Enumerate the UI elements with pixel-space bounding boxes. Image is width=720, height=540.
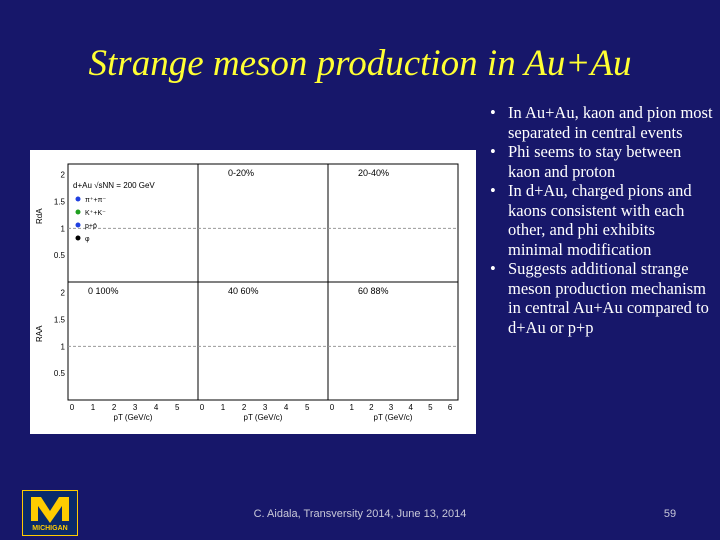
x-tick-label: 4	[408, 403, 413, 412]
panel-label: 40 60%	[228, 286, 259, 296]
x-tick-label: 1	[349, 403, 354, 412]
y-tick-label: 0.5	[54, 369, 66, 378]
x-tick-label: 0	[70, 403, 75, 412]
x-tick-label: 2	[242, 403, 247, 412]
x-tick-label: 1	[221, 403, 226, 412]
panel-label: 20-40%	[358, 168, 389, 178]
legend-entry: K⁺+K⁻	[85, 210, 106, 217]
y-axis-label: RdA	[35, 208, 44, 224]
x-tick-label: 4	[284, 403, 289, 412]
figure: 0.5 1 1.5 2 0-20% 20-40% 0 100% 0.5 1 1.5 2 0 1 2 3 4 5 p…	[30, 150, 476, 434]
y-tick-label: 0.5	[54, 251, 66, 260]
x-tick-label: 2	[369, 403, 374, 412]
x-tick-label: 4	[154, 403, 159, 412]
x-tick-label: 3	[263, 403, 268, 412]
panel-frame	[327, 281, 459, 401]
legend-title: d+Au √sNN = 200 GeV	[73, 181, 155, 190]
footer: C. Aidala, Transversity 2014, June 13, 2…	[253, 508, 467, 520]
x-tick-label: 1	[91, 403, 96, 412]
legend-marker	[75, 209, 81, 215]
page-number: 59	[663, 508, 677, 520]
panel-label: 0 100%	[88, 286, 119, 296]
y-tick-label: 2	[61, 289, 66, 298]
x-tick-label: 5	[428, 403, 433, 412]
panel-label: 0-20%	[228, 168, 254, 178]
y-tick-label: 1.5	[54, 316, 66, 325]
x-tick-label: 3	[133, 403, 138, 412]
y-tick-label: 1	[61, 224, 66, 233]
x-tick-label: 5	[305, 403, 310, 412]
y-tick-label: 2	[61, 171, 66, 180]
y-axis-label: RAA	[35, 325, 44, 342]
x-tick-label: 0	[330, 403, 335, 412]
bullet: Phi seems to stay between kaon and proto…	[488, 142, 713, 181]
x-tick-label: 2	[112, 403, 117, 412]
x-axis-label: pT (GeV/c)	[114, 413, 153, 422]
figure-background	[30, 150, 476, 434]
legend-marker	[75, 222, 81, 228]
legend-marker	[75, 196, 81, 202]
y-tick-label: 1.5	[54, 198, 66, 207]
logo-text: MICHIGAN	[32, 525, 67, 532]
legend-entry: p+p̄	[85, 223, 97, 230]
x-tick-label: 0	[200, 403, 205, 412]
bullet: Suggests additional strange meson produc…	[488, 259, 713, 337]
legend-entry: φ	[85, 236, 90, 243]
x-tick-label: 3	[389, 403, 394, 412]
panel-label: 60 88%	[358, 286, 389, 296]
legend-marker	[75, 235, 81, 241]
x-axis-label: pT (GeV/c)	[244, 413, 283, 422]
bullet: In Au+Au, kaon and pion most separated i…	[488, 103, 713, 142]
x-tick-label: 6	[448, 403, 453, 412]
y-tick-label: 1	[61, 342, 66, 351]
logo-m	[31, 497, 69, 523]
x-axis-label: pT (GeV/c)	[374, 413, 413, 422]
x-tick-label: 5	[175, 403, 180, 412]
slide-title: Strange meson production in Au+Au	[88, 43, 632, 84]
logo: MICHIGAN	[22, 490, 78, 536]
bullet: In d+Au, charged pions and kaons consist…	[488, 181, 713, 259]
logo-graphic: MICHIGAN	[31, 497, 69, 532]
legend-entry: π⁺+π⁻	[85, 197, 106, 204]
bullet-list: In Au+Au, kaon and pion most separated i…	[488, 103, 713, 337]
